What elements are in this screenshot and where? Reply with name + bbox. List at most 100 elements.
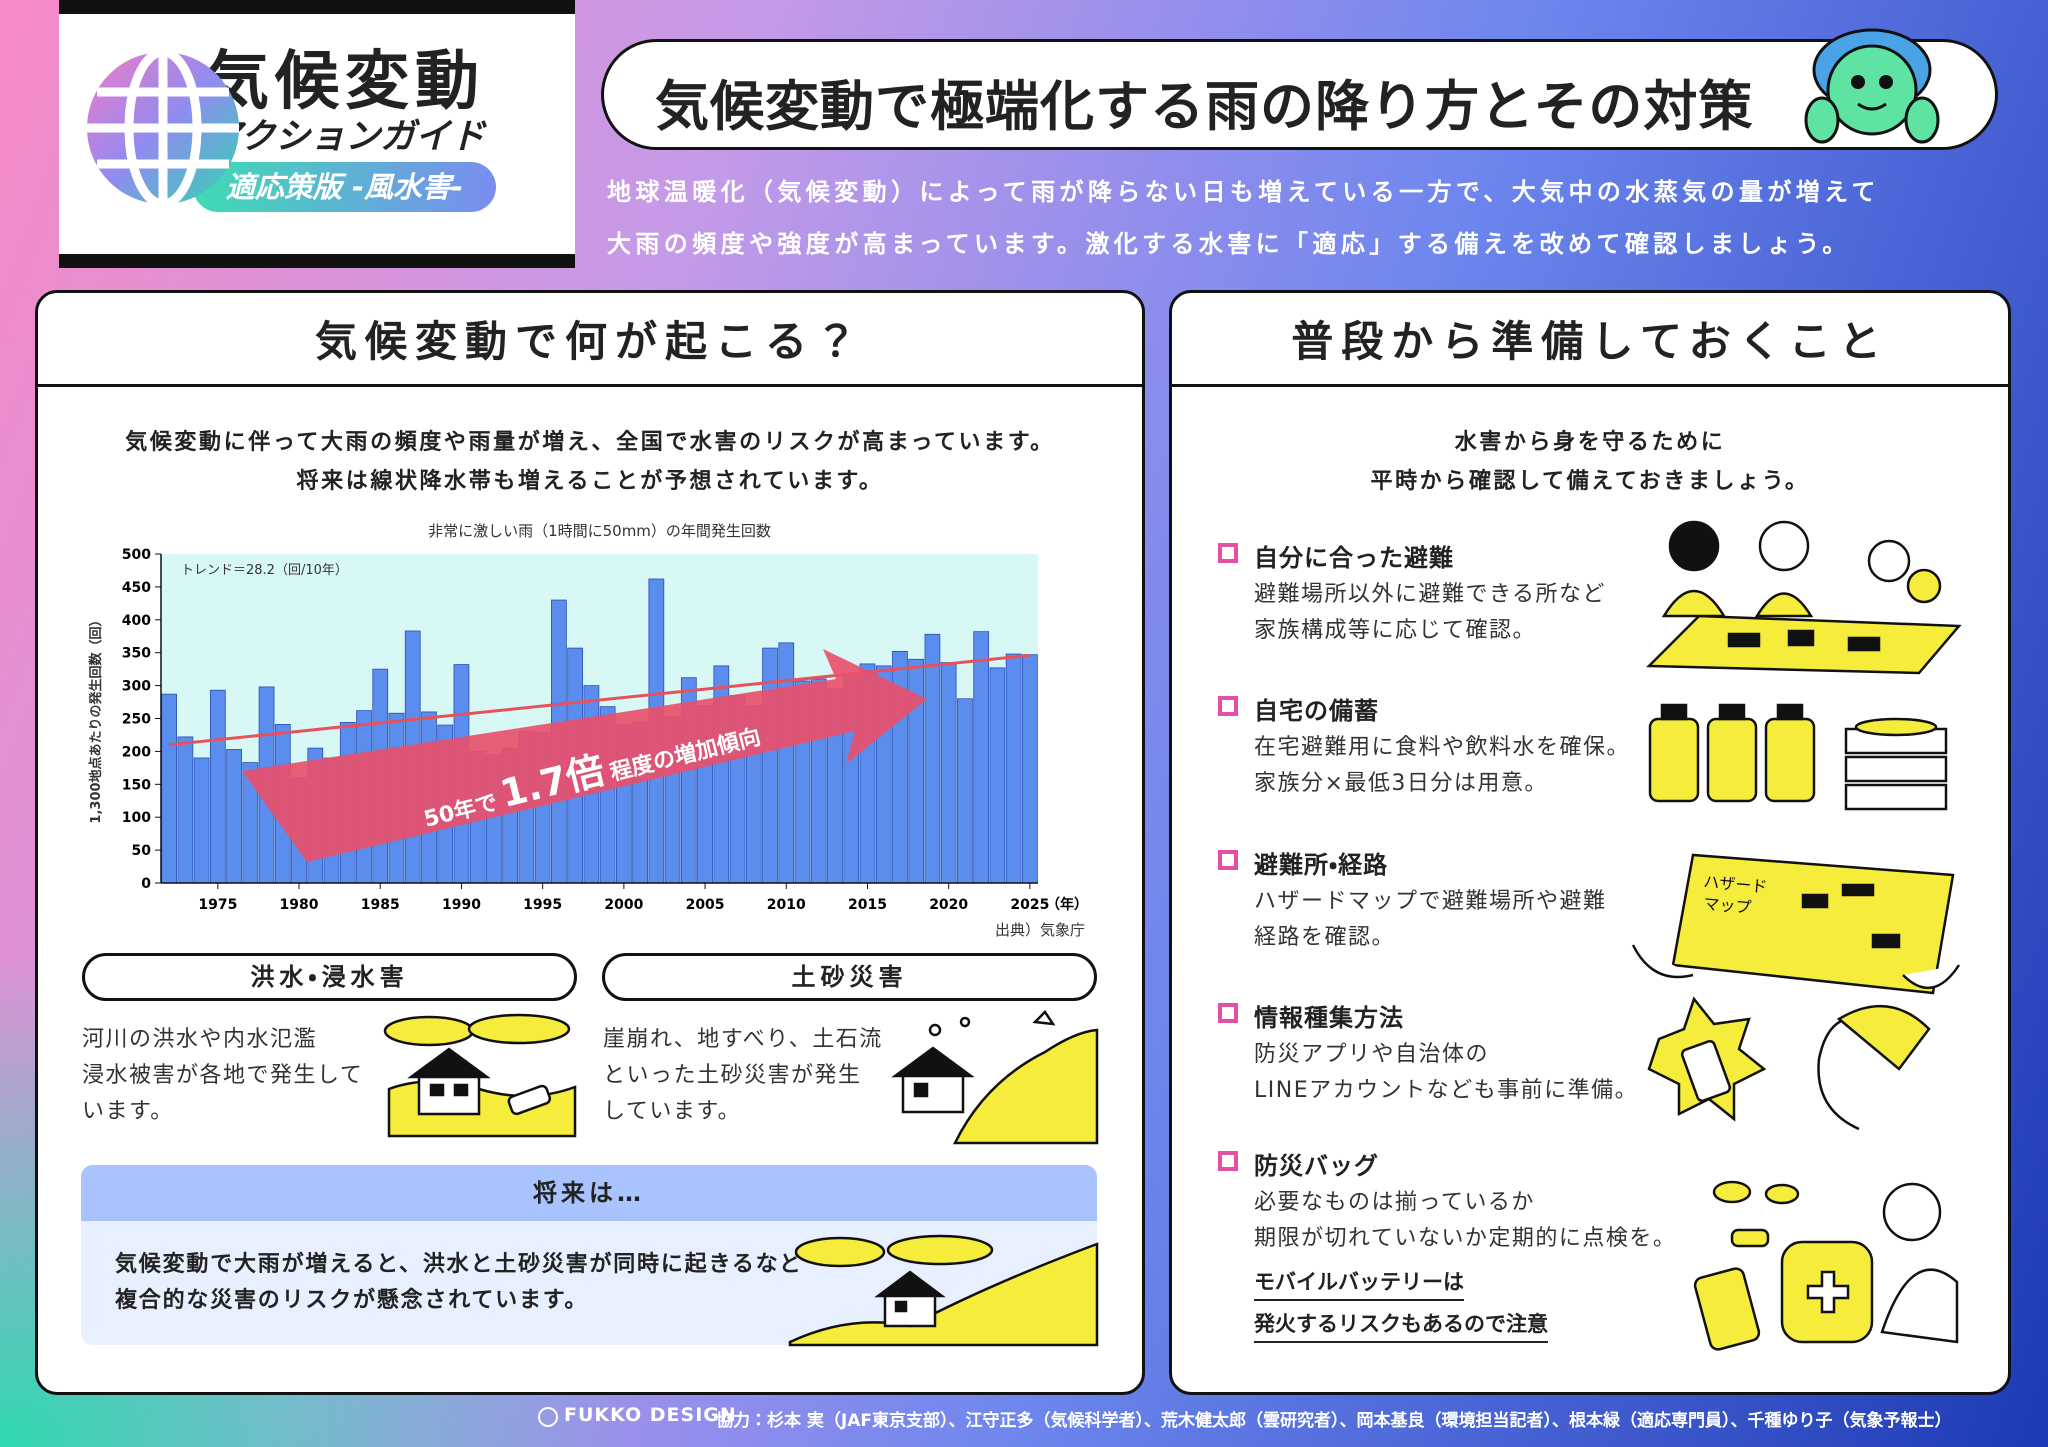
x-tick-label: 1985 [361, 897, 400, 913]
mascot-part [1804, 96, 1840, 144]
footer-brand: FUKKO DESIGN [564, 1404, 737, 1426]
stockpile-illustration-part [1648, 717, 1700, 803]
checkbox [1218, 850, 1238, 870]
flood-illustration-part [429, 1083, 445, 1097]
section-text: しています。 [603, 1099, 742, 1124]
trend-label: トレンド＝28.2（回/10年） [181, 563, 348, 578]
mascot-part [1904, 96, 1940, 144]
flood-illustration-part [507, 1084, 552, 1116]
family-illustration-part [1787, 629, 1815, 647]
bag-illustration [1693, 1180, 1959, 1351]
bar [177, 736, 194, 884]
map-illustration-part [1841, 883, 1875, 897]
x-tick-label: 2020 [929, 897, 968, 913]
bar [973, 631, 990, 884]
checkbox [1218, 543, 1238, 563]
item-text: 防災アプリや自治体の [1254, 1042, 1490, 1067]
map-illustration-part [1871, 933, 1901, 949]
section-text: 浸水被害が各地で発生して [82, 1063, 364, 1088]
item-title: 自分に合った避難 [1254, 544, 1454, 572]
section-text: います。 [82, 1099, 174, 1124]
future-illustration-part [874, 1270, 946, 1298]
family-illustration-part [1758, 520, 1810, 572]
y-tick-label: 400 [122, 613, 151, 629]
stockpile-illustration-part [1776, 703, 1804, 721]
intro-text: 気候変動に伴って大雨の頻度や雨量が増え、全国で水害のリスクが高まっています。 [125, 430, 1055, 455]
landslide-illustration-part [1032, 1010, 1056, 1026]
checkbox [1218, 696, 1238, 716]
stockpile-illustration-part [1660, 703, 1688, 721]
landslide-illustration-part [959, 1016, 971, 1028]
footer-credits: 協力：杉本 実（JAF東京支部）、江守正多（気候科学者）、荒木健太郎（雲研究者）… [716, 1411, 1952, 1431]
map-illustration-part [1902, 964, 1961, 990]
bag-illustration-part [1712, 1180, 1752, 1204]
item-text: 在宅避難用に食料や飲料水を確保。 [1254, 735, 1631, 760]
main-title: 気候変動で極端化する雨の降り方とその対策 [655, 75, 1754, 138]
bag-illustration-part [1764, 1183, 1800, 1205]
future-illustration-part [886, 1234, 994, 1266]
flood-illustration-part [467, 1013, 571, 1045]
stockpile-illustration-part [1718, 703, 1746, 721]
section-pill: 土砂災害 [602, 953, 1097, 1001]
flood-illustration [383, 1013, 577, 1138]
bar [193, 757, 210, 884]
card-heading: 普段から準備しておくこと [1291, 317, 1889, 366]
source: 出典）気象庁 [995, 921, 1085, 939]
y-tick-label: 200 [122, 744, 151, 760]
item-text: 経路を確認。 [1254, 925, 1396, 950]
stockpile-illustration-part [1844, 783, 1948, 811]
map-illustration-part [1671, 853, 1955, 995]
x-tick-label: 2000 [604, 897, 643, 913]
y-tick-label: 350 [122, 646, 151, 662]
mascot-part [1851, 75, 1865, 89]
y-tick-label: 100 [122, 810, 151, 826]
section-text: 崖崩れ、地すべり、土石流 [603, 1027, 883, 1052]
bar [989, 667, 1006, 884]
bag-illustration-part [1806, 1270, 1850, 1314]
x-unit: （年） [1046, 896, 1088, 913]
mascot-part [1857, 102, 1887, 111]
bar [940, 662, 957, 884]
intro-text: 将来は線状降水帯も増えることが予想されています。 [296, 469, 884, 494]
mascot-part [1879, 75, 1893, 89]
item-text: 家族分×最低3日分は用意。 [1254, 771, 1548, 796]
future-illustration-part [794, 1236, 886, 1268]
card-header [1172, 293, 2008, 387]
section-text: といった土砂災害が発生 [603, 1063, 862, 1088]
item-text: 期限が切れていないか定期的に点検を。 [1254, 1226, 1677, 1251]
family-illustration-part [1661, 589, 1727, 618]
family-illustration-part [1847, 636, 1881, 652]
info-illustration [1647, 996, 1931, 1131]
flood-illustration-part [407, 1047, 491, 1079]
y-tick-label: 50 [132, 843, 152, 859]
x-tick-label: 1975 [198, 897, 237, 913]
card-header [38, 293, 1142, 387]
bar [924, 633, 941, 884]
item-text: 家族構成等に応じて確認。 [1254, 618, 1537, 643]
title-pill [601, 39, 1998, 150]
right-card [1169, 290, 2011, 1395]
family-illustration-part [1668, 520, 1720, 572]
bar [1022, 654, 1038, 884]
bar [209, 689, 226, 884]
intro-text: 平時から確認して備えておきましょう。 [1370, 469, 1810, 494]
y-tick-label: 150 [122, 777, 151, 793]
map-illustration-part [1631, 944, 1694, 979]
trend-line [168, 653, 1031, 747]
flood-illustration-part [417, 1072, 481, 1116]
item-note: モバイルバッテリーは [1254, 1266, 1464, 1301]
landslide-illustration-part [913, 1082, 929, 1098]
family-illustration-part [1867, 539, 1911, 583]
x-tick-label: 2015 [848, 897, 887, 913]
item-text: ハザードマップで避難場所や避難 [1254, 889, 1607, 914]
item-text: LINEアカウントなども事前に準備。 [1254, 1078, 1639, 1103]
chart-title: 非常に激しい雨（1時間に50mm）の年間発生回数 [428, 522, 771, 540]
item-text: 必要なものは揃っているか [1254, 1190, 1535, 1215]
y-tick-label: 500 [122, 547, 151, 563]
future-text: 複合的な災害のリスクが懸念されています。 [115, 1288, 589, 1313]
map-illustration-part [1801, 893, 1829, 909]
section-pill: 洪水・浸水害 [82, 953, 577, 1001]
bag-illustration-part [1730, 1228, 1770, 1248]
